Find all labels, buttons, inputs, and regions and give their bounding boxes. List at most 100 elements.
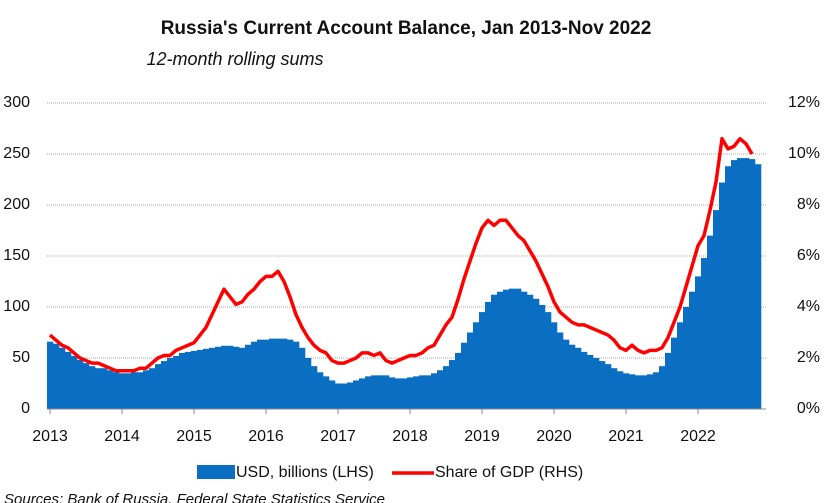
bar bbox=[683, 307, 690, 409]
bar bbox=[707, 235, 714, 409]
bar bbox=[497, 291, 504, 409]
bar bbox=[89, 366, 96, 409]
bar bbox=[185, 351, 192, 409]
bar bbox=[263, 339, 270, 409]
bar bbox=[275, 338, 282, 409]
bar bbox=[95, 368, 102, 409]
bar bbox=[131, 372, 138, 409]
bar bbox=[125, 373, 132, 409]
bar bbox=[407, 377, 414, 409]
bar bbox=[413, 376, 420, 409]
bar bbox=[437, 370, 444, 409]
bar bbox=[251, 341, 258, 409]
y-tick-label: 150 bbox=[3, 247, 30, 264]
bar bbox=[563, 339, 570, 409]
bar bbox=[389, 377, 396, 409]
bar bbox=[569, 344, 576, 409]
bar bbox=[365, 376, 372, 409]
bar bbox=[269, 338, 276, 409]
bar bbox=[101, 368, 108, 409]
bar bbox=[419, 375, 426, 409]
legend-label: Share of GDP (RHS) bbox=[435, 464, 583, 481]
bar bbox=[749, 159, 756, 409]
bar bbox=[65, 351, 72, 409]
bar bbox=[725, 166, 732, 409]
bar bbox=[245, 344, 252, 409]
bar bbox=[305, 358, 312, 409]
bar bbox=[605, 364, 612, 409]
bar bbox=[395, 378, 402, 409]
bar bbox=[167, 358, 174, 409]
bar bbox=[83, 363, 90, 409]
x-tick-label: 2017 bbox=[320, 428, 356, 445]
bar bbox=[293, 341, 300, 409]
y2-tick-label: 10% bbox=[788, 145, 820, 162]
bar bbox=[545, 312, 552, 409]
y2-tick-label: 12% bbox=[788, 94, 820, 111]
bar bbox=[515, 288, 522, 409]
x-tick-label: 2019 bbox=[464, 428, 500, 445]
bar bbox=[449, 360, 456, 409]
x-tick-label: 2016 bbox=[248, 428, 284, 445]
bar bbox=[581, 351, 588, 409]
bar bbox=[599, 361, 606, 409]
bar bbox=[509, 288, 516, 409]
bar bbox=[257, 339, 264, 409]
chart-title: Russia's Current Account Balance, Jan 20… bbox=[161, 18, 652, 39]
bar bbox=[473, 322, 480, 409]
bar bbox=[671, 337, 678, 409]
x-tick-label: 2018 bbox=[392, 428, 428, 445]
bar bbox=[239, 347, 246, 409]
y-tick-label: 50 bbox=[12, 349, 30, 366]
bar bbox=[329, 380, 336, 409]
bar bbox=[551, 322, 558, 409]
y2-tick-label: 4% bbox=[797, 298, 820, 315]
bar bbox=[59, 347, 66, 409]
bar bbox=[611, 368, 618, 409]
y2-tick-label: 0% bbox=[797, 400, 820, 417]
bar bbox=[161, 361, 168, 409]
bar bbox=[587, 354, 594, 409]
bar bbox=[215, 346, 222, 409]
bar bbox=[341, 383, 348, 409]
bar bbox=[527, 294, 534, 409]
bar bbox=[659, 366, 666, 409]
bar bbox=[77, 360, 84, 409]
bar bbox=[107, 370, 114, 409]
bar bbox=[743, 158, 750, 409]
bar bbox=[503, 289, 510, 409]
x-tick-label: 2014 bbox=[104, 428, 140, 445]
bar bbox=[335, 383, 342, 409]
bar bbox=[665, 352, 672, 409]
bar bbox=[641, 375, 648, 409]
bar bbox=[461, 342, 468, 409]
bar bbox=[443, 366, 450, 409]
bar bbox=[191, 350, 198, 409]
y-tick-label: 250 bbox=[3, 145, 30, 162]
bar bbox=[401, 378, 408, 409]
bar bbox=[623, 373, 630, 409]
bar bbox=[755, 164, 762, 409]
bar bbox=[179, 352, 186, 409]
bar bbox=[233, 346, 240, 409]
bar bbox=[71, 355, 78, 409]
bar bbox=[467, 332, 474, 409]
bar bbox=[137, 372, 144, 409]
bar bbox=[629, 374, 636, 409]
bar bbox=[323, 376, 330, 409]
x-tick-label: 2015 bbox=[176, 428, 212, 445]
bar bbox=[593, 358, 600, 409]
bar bbox=[635, 375, 642, 409]
bar bbox=[491, 294, 498, 409]
source-note: Sources: Bank of Russia, Federal State S… bbox=[4, 491, 385, 503]
bar bbox=[689, 291, 696, 409]
bar bbox=[371, 375, 378, 409]
bar bbox=[575, 347, 582, 409]
bar bbox=[701, 258, 708, 409]
bar bbox=[311, 366, 318, 409]
bar bbox=[47, 341, 54, 409]
legend-swatch bbox=[197, 465, 235, 479]
bar bbox=[719, 182, 726, 409]
bar bbox=[557, 332, 564, 409]
y-tick-label: 100 bbox=[3, 298, 30, 315]
